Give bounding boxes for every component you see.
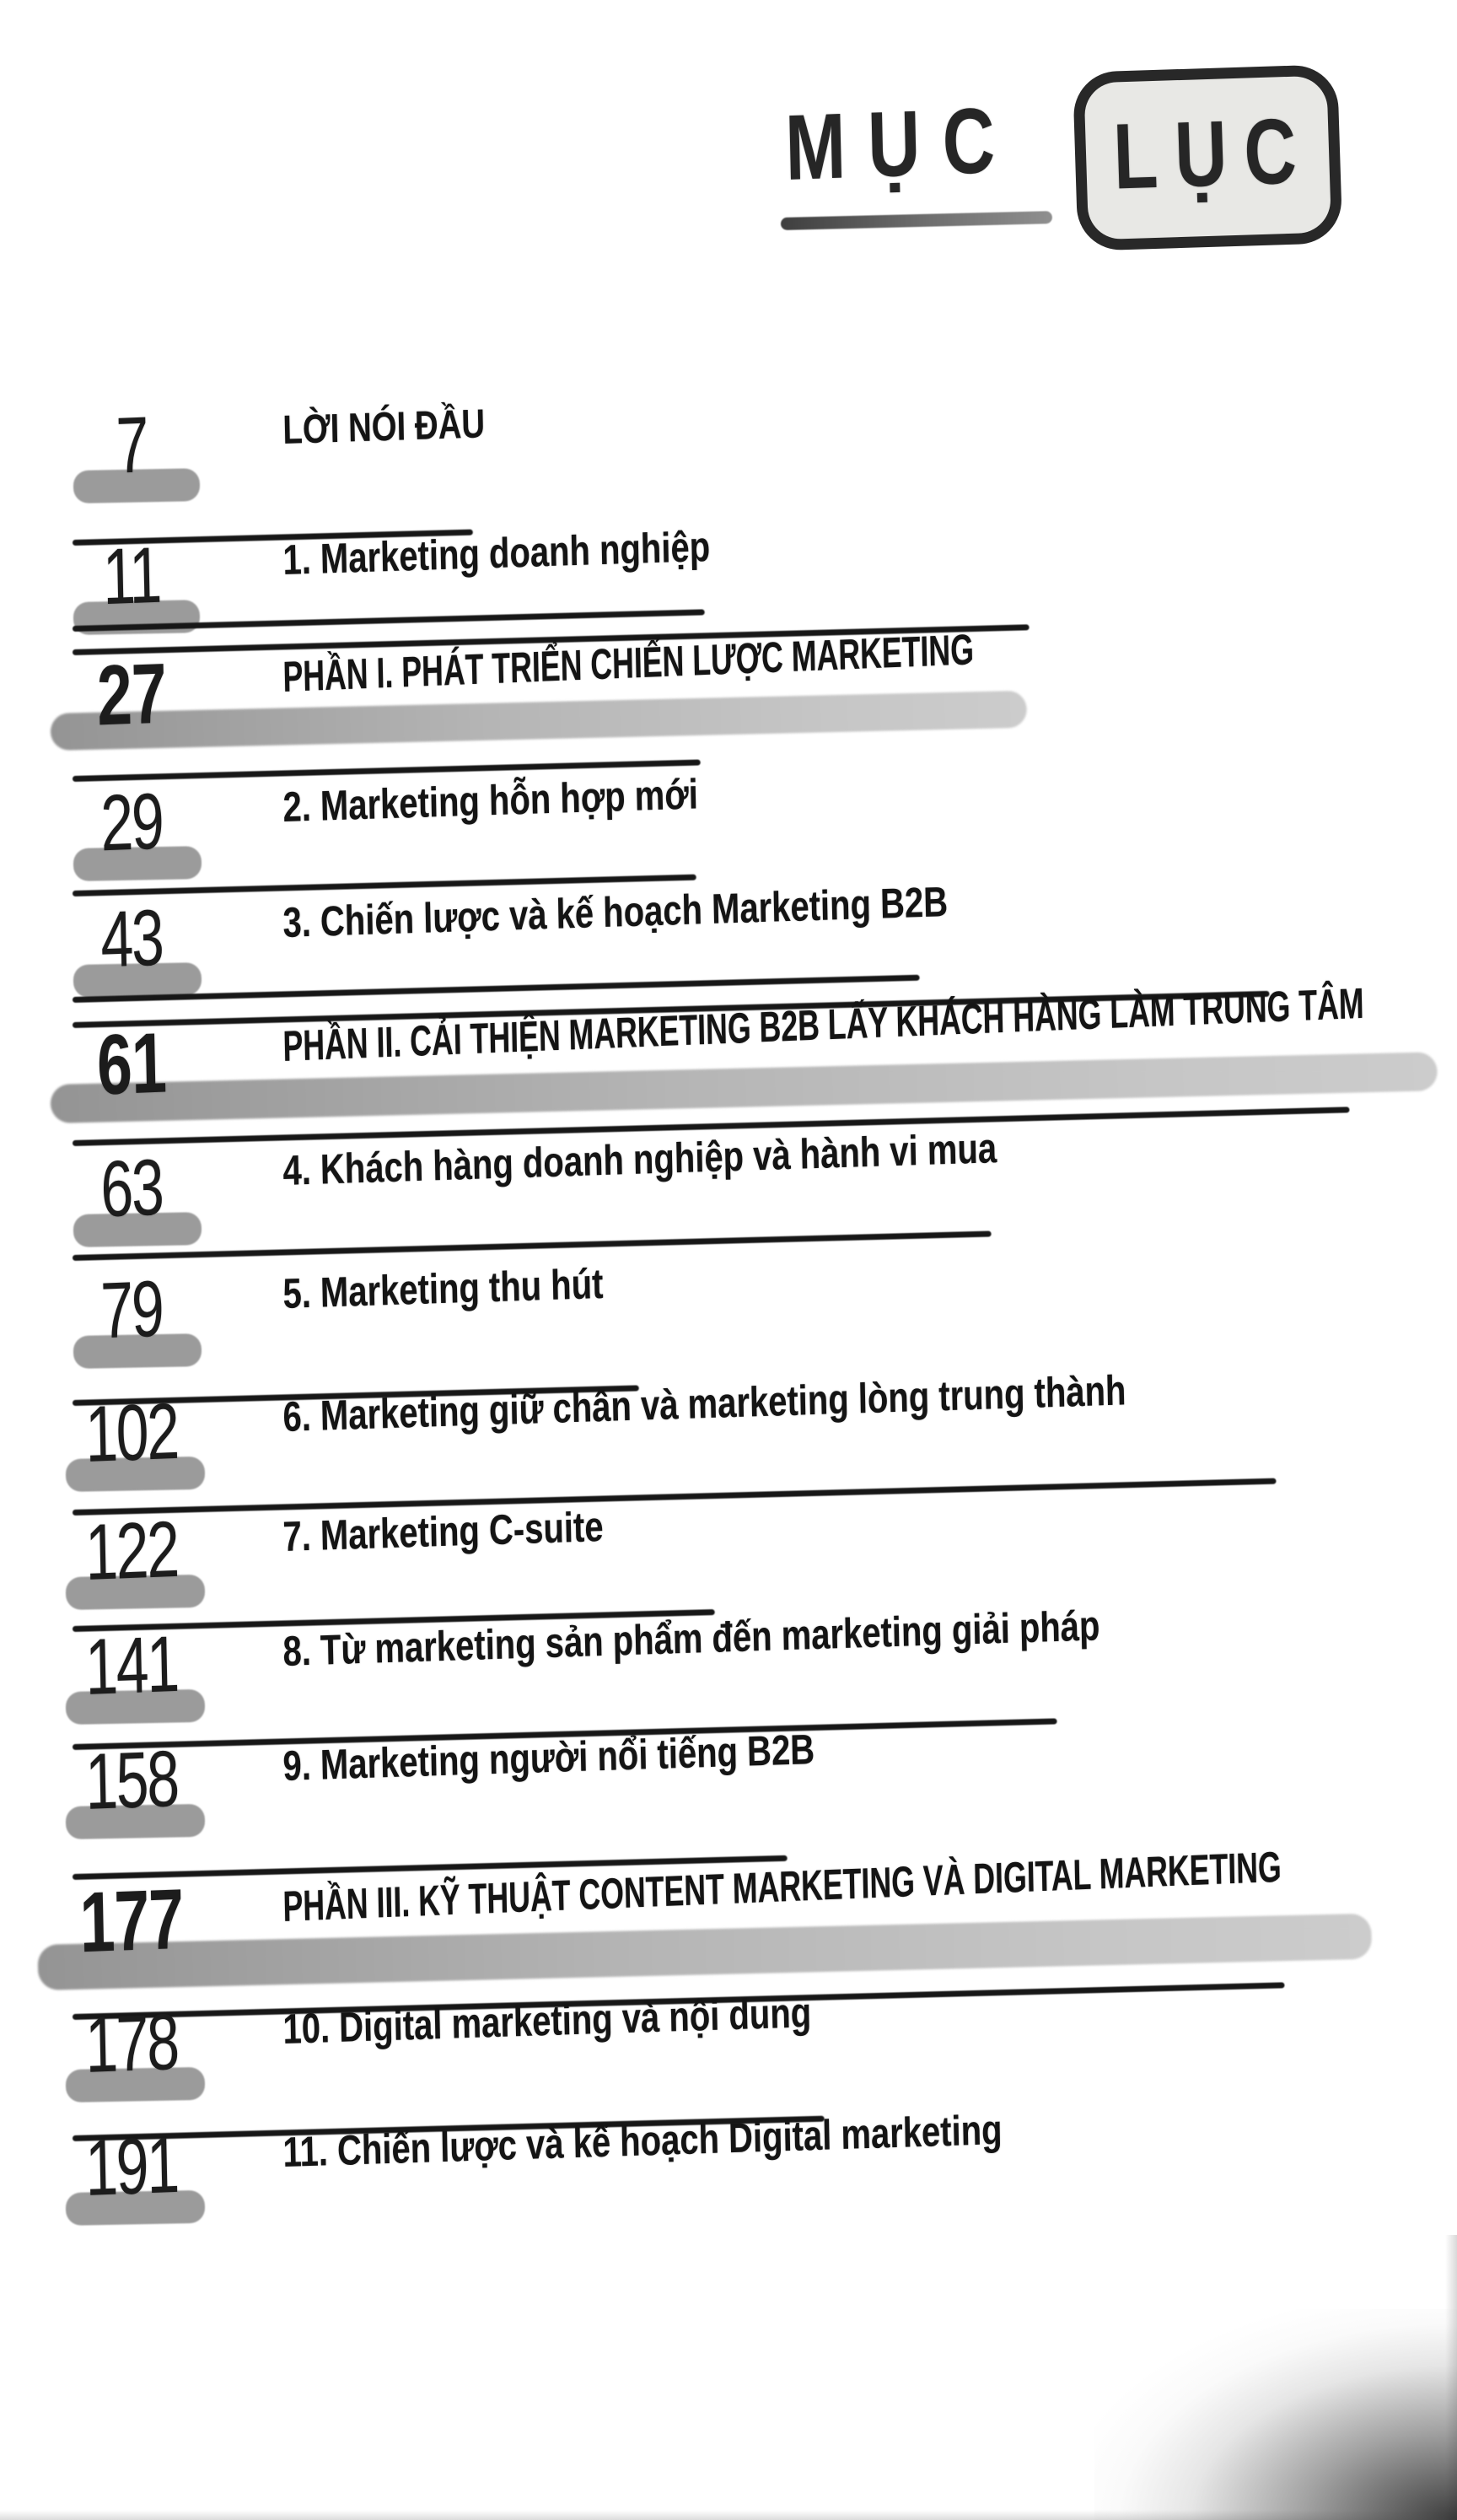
toc-entry-title: 10. Digital marketing và nội dung (282, 1989, 812, 2053)
toc-title-muc: MỤC (784, 88, 1019, 200)
toc-entry-title: 2. Marketing hỗn hợp mới (282, 770, 699, 831)
page-number: 11 (101, 530, 161, 622)
toc-title-luc: LỤC (1111, 98, 1315, 208)
separator-line (72, 1230, 992, 1261)
page-number: 61 (96, 1015, 168, 1113)
page-number: 177 (78, 1871, 185, 1971)
toc-entry-title: 6. Marketing giữ chân và marketing lòng … (282, 1366, 1126, 1440)
toc-entry-title: LỜI NÓI ĐẦU (282, 401, 486, 453)
page-number: 102 (84, 1386, 179, 1479)
page-number: 178 (84, 1996, 179, 2090)
page-number: 29 (99, 776, 164, 868)
toc-section-title: PHẦN I. PHÁT TRIỂN CHIẾN LƯỢC MARKETING (282, 625, 975, 701)
page-number: 141 (84, 1618, 179, 1712)
toc-entry-title: 11. Chiến lược và kế hoạch Digital marke… (282, 2106, 1003, 2176)
toc-entry-title: 1. Marketing doanh nghiệp (282, 522, 711, 584)
page-bottom-edge-shadow (0, 2510, 1457, 2520)
toc-title-luc-box: LỤC (1073, 64, 1343, 251)
toc-entry-title: 7. Marketing C-suite (282, 1502, 605, 1560)
page-number: 191 (84, 2119, 179, 2213)
separator-line (72, 1478, 1277, 1516)
section-highlight-bar (37, 1913, 1373, 1990)
page-number: 7 (115, 400, 148, 490)
page-number: 43 (99, 892, 164, 984)
page-number: 27 (96, 646, 168, 744)
page-curl-shadow (1094, 2309, 1457, 2520)
toc-section-title: PHẦN II. CẢI THIỆN MARKETING B2B LẤY KHÁ… (282, 978, 1365, 1070)
toc-entry-title: 8. Từ marketing sản phẩm đến marketing g… (282, 1602, 1100, 1675)
page-number: 63 (99, 1142, 164, 1234)
page-number: 122 (84, 1504, 179, 1597)
page-number: 79 (99, 1263, 164, 1355)
toc-entry-title: 5. Marketing thu hút (282, 1259, 604, 1317)
toc-title-underline (780, 211, 1053, 230)
page-number: 158 (84, 1733, 179, 1827)
toc-entry-title: 3. Chiến lược và kế hoạch Marketing B2B (282, 878, 949, 946)
